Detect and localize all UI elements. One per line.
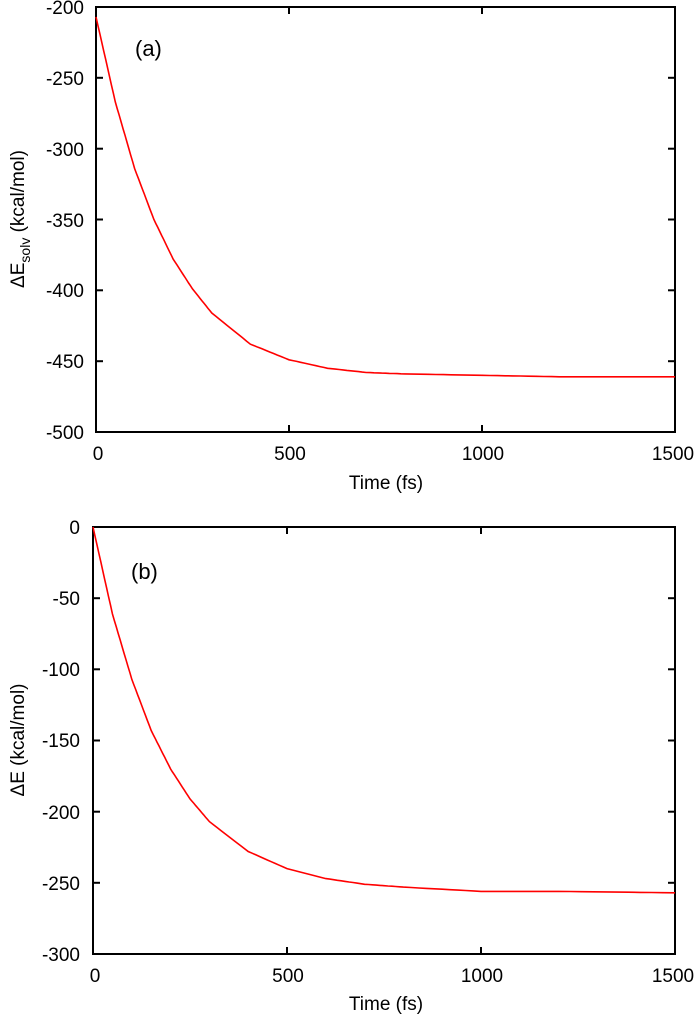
y-tick-label: 0 (69, 518, 80, 539)
panel-a-y-tick-labels: -200 -250 -300 -350 -400 -450 -500 (46, 0, 84, 444)
panel-a-y-ticks (96, 76, 675, 363)
y-tick-label: -400 (46, 281, 84, 302)
panel-a-data-line (95, 16, 675, 378)
panel-b: 0 -50 -100 -150 -200 -250 -300 0 500 100… (8, 518, 694, 1015)
panel-b-label: (b) (131, 559, 158, 584)
y-tick-label: -200 (42, 803, 80, 824)
y-tick-label: -250 (42, 874, 80, 895)
x-tick-label: 1000 (461, 966, 503, 987)
y-tick-label: -300 (46, 140, 84, 161)
panel-b-data-line (92, 526, 676, 894)
panel-a-x-ticks (288, 7, 483, 432)
y-tick-label: -250 (46, 69, 84, 90)
y-tick-label: -200 (46, 0, 84, 19)
panel-b-x-ticks (286, 527, 482, 954)
panel-b-y-tick-labels: 0 -50 -100 -150 -200 -250 -300 (42, 518, 80, 966)
panel-a-label: (a) (135, 36, 162, 61)
y-tick-label: -50 (53, 589, 80, 610)
x-tick-label: 1000 (462, 444, 504, 465)
x-tick-label: 1500 (652, 444, 694, 465)
x-tick-label: 500 (274, 444, 306, 465)
x-tick-label: 0 (93, 444, 104, 465)
y-tick-label: -300 (42, 945, 80, 966)
x-tick-label: 500 (272, 966, 304, 987)
panel-a-frame (95, 6, 676, 433)
panel-a-y-axis-title: ΔEsolv (kcal/mol) (8, 150, 33, 288)
panel-b-frame (92, 526, 676, 955)
y-tick-label: -150 (42, 731, 80, 752)
x-tick-label: 0 (90, 966, 101, 987)
y-tick-label: -450 (46, 352, 84, 373)
y-tick-label: -500 (46, 423, 84, 444)
y-tick-label: -350 (46, 211, 84, 232)
panel-b-x-tick-labels: 0 500 1000 1500 (90, 966, 694, 987)
x-tick-label: 1500 (652, 966, 694, 987)
panel-b-y-axis-title: ΔE (kcal/mol) (8, 684, 29, 797)
panel-a: -200 -250 -300 -350 -400 -450 -500 0 500… (8, 0, 694, 494)
panel-a-x-axis-title: Time (fs) (349, 473, 423, 494)
y-tick-label: -100 (42, 660, 80, 681)
panel-b-x-axis-title: Time (fs) (349, 994, 423, 1015)
panel-b-y-ticks (93, 597, 675, 884)
panel-a-x-tick-labels: 0 500 1000 1500 (93, 444, 694, 465)
